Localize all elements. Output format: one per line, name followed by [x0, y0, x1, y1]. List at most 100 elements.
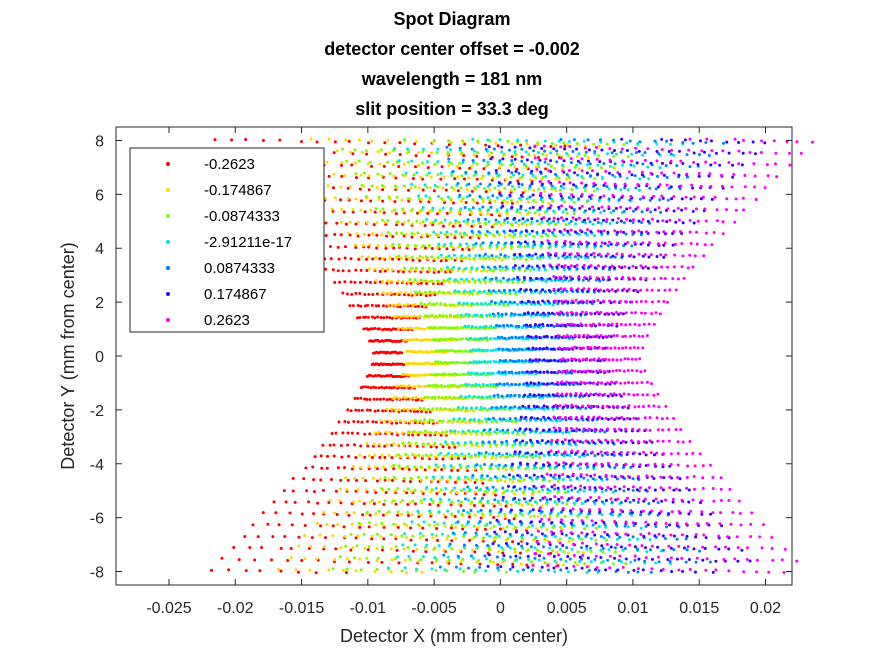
spot-point: [416, 523, 420, 527]
spot-point: [499, 290, 503, 294]
spot-point: [425, 232, 429, 236]
spot-point: [367, 521, 371, 525]
spot-point: [481, 481, 485, 485]
spot-point: [681, 162, 685, 166]
spot-point: [341, 291, 345, 295]
spot-point: [536, 208, 540, 212]
spot-point: [520, 335, 524, 339]
spot-point: [444, 453, 448, 457]
spot-point: [405, 571, 409, 575]
spot-point: [570, 525, 574, 529]
spot-point: [453, 349, 457, 353]
spot-point: [470, 224, 474, 228]
spot-point: [360, 183, 364, 187]
spot-point: [483, 527, 487, 531]
spot-point: [315, 557, 319, 561]
spot-point: [372, 223, 376, 227]
spot-point: [455, 164, 459, 168]
spot-point: [534, 252, 538, 256]
spot-point: [411, 419, 415, 423]
spot-point: [740, 163, 744, 167]
spot-point: [628, 543, 632, 547]
spot-point: [495, 382, 499, 386]
spot-point: [439, 171, 443, 175]
spot-point: [337, 257, 341, 261]
spot-point: [507, 348, 511, 352]
spot-point: [577, 232, 581, 236]
spot-point: [396, 525, 400, 529]
spot-point: [507, 255, 511, 259]
spot-point: [508, 288, 512, 292]
spot-point: [447, 280, 451, 284]
spot-point: [385, 420, 389, 424]
spot-point: [426, 442, 430, 446]
spot-point: [503, 479, 507, 483]
spot-point: [421, 534, 425, 538]
spot-point: [316, 501, 320, 505]
spot-point: [577, 152, 581, 156]
spot-point: [455, 373, 459, 377]
spot-point: [463, 441, 467, 445]
spot-point: [508, 180, 512, 184]
spot-point: [525, 455, 529, 459]
spot-point: [511, 462, 515, 466]
spot-point: [534, 176, 538, 180]
spot-point: [489, 337, 493, 341]
spot-point: [543, 514, 547, 518]
spot-point: [709, 512, 713, 516]
spot-point: [536, 515, 540, 519]
spot-point: [472, 161, 476, 165]
spot-point: [533, 243, 537, 247]
spot-point: [385, 315, 389, 319]
spot-point: [379, 418, 383, 422]
spot-point: [497, 256, 501, 260]
spot-point: [446, 195, 450, 199]
spot-point: [348, 185, 352, 189]
spot-point: [358, 187, 362, 191]
spot-point: [443, 524, 447, 528]
spot-point: [550, 323, 554, 327]
spot-point: [484, 451, 488, 455]
spot-point: [685, 548, 689, 552]
spot-point: [457, 220, 461, 224]
spot-point: [441, 314, 445, 318]
spot-point: [327, 568, 331, 572]
spot-point: [694, 535, 698, 539]
spot-point: [569, 198, 573, 202]
spot-point: [486, 196, 490, 200]
spot-point: [486, 212, 490, 216]
spot-point: [332, 172, 336, 176]
spot-point: [414, 418, 418, 422]
spot-point: [475, 463, 479, 467]
spot-point: [489, 476, 493, 480]
spot-point: [354, 291, 358, 295]
spot-point: [484, 190, 488, 194]
spot-point: [506, 220, 510, 224]
spot-point: [421, 362, 425, 366]
spot-point: [448, 277, 452, 281]
spot-point: [525, 158, 529, 162]
spot-point: [463, 525, 467, 529]
spot-point: [356, 420, 360, 424]
spot-point: [465, 290, 469, 294]
spot-point: [578, 406, 582, 410]
spot-point: [693, 570, 697, 574]
spot-point: [691, 186, 695, 190]
spot-point: [389, 547, 393, 551]
spot-point: [471, 158, 475, 162]
spot-point: [339, 478, 343, 482]
spot-point: [519, 205, 523, 209]
spot-point: [347, 560, 351, 564]
spot-point: [633, 545, 637, 549]
spot-point: [505, 323, 509, 327]
spot-point: [720, 524, 724, 528]
spot-point: [517, 182, 521, 186]
spot-point: [640, 210, 644, 214]
spot-point: [527, 264, 531, 268]
spot-point: [300, 559, 304, 563]
spot-point: [771, 558, 775, 562]
spot-point: [523, 497, 527, 501]
spot-point: [471, 277, 475, 281]
spot-point: [491, 454, 495, 458]
spot-point: [486, 564, 490, 568]
